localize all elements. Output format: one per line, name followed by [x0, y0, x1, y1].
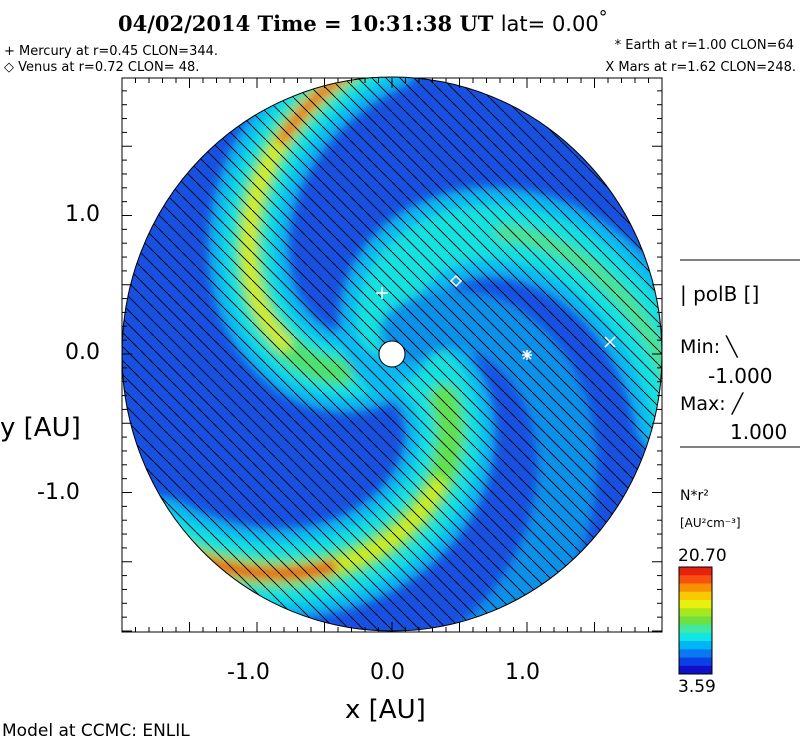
colorbar-max: 20.70 [678, 546, 727, 566]
colorbar-units: [AU²cm⁻³] [680, 516, 741, 530]
colorbar-segment [679, 575, 712, 584]
overlay-max-label: Max: ╱ [680, 393, 744, 415]
overlay-min-label: Min: ╲ [680, 336, 738, 358]
colorbar-segment [679, 665, 712, 675]
colorbar-segment [679, 624, 712, 634]
mars-legend: X Mars at r=1.62 CLON=248. [605, 60, 796, 75]
title-date: 04/02/2014 [118, 11, 251, 36]
colorbar-segment [679, 591, 712, 601]
y-tick-label: 0.0 [65, 340, 100, 365]
y-tick-label: 1.0 [65, 202, 100, 227]
overlay-label-text: polB [] [693, 282, 760, 306]
y-axis-label: y [AU] [0, 413, 81, 443]
mercury-legend: + Mercury at r=0.45 CLON=344. [4, 44, 219, 59]
x-tick-label: -1.0 [227, 660, 270, 685]
colorbar-segment [679, 632, 712, 642]
colorbar-segment [679, 567, 712, 576]
colorbar-frame [678, 566, 713, 675]
colorbar-segment [679, 608, 712, 617]
x-axis-label: x [AU] [345, 695, 426, 725]
title-time: 10:31:38 UT [348, 11, 494, 36]
mercury-marker [376, 287, 388, 299]
venus-marker [449, 274, 463, 288]
title-lat-label: lat= [500, 12, 546, 36]
overlay-max-value: 1.000 [730, 420, 788, 444]
mars-marker [604, 336, 616, 348]
earth-legend: * Earth at r=1.00 CLON=64 [614, 38, 794, 53]
footer-credit: Model at CCMC: ENLIL [2, 721, 190, 741]
colorbar-min: 3.59 [678, 677, 716, 697]
venus-legend: ◇ Venus at r=0.72 CLON= 48. [4, 60, 200, 75]
colorbar-segment [679, 583, 712, 593]
title-time-label: Time = [257, 11, 342, 36]
x-tick-label: 1.0 [505, 660, 540, 685]
plot-title: 04/02/2014 Time = 10:31:38 UT lat= 0.00° [118, 8, 607, 36]
colorbar-segment [679, 616, 712, 626]
overlay-min-value: -1.000 [708, 364, 773, 388]
title-degree: ° [598, 8, 608, 28]
colorbar-segment [679, 641, 712, 650]
colorbar-quantity: N*r² [680, 488, 709, 504]
y-tick-label: -1.0 [37, 480, 80, 505]
sun-marker [378, 340, 406, 368]
title-lat: 0.00 [551, 12, 599, 36]
overlay-max-text: Max: [680, 393, 726, 415]
earth-marker [522, 350, 532, 360]
colorbar-segment [679, 657, 712, 667]
overlay-min-text: Min: [680, 336, 721, 358]
colorbar-segment [679, 599, 712, 609]
overlay-label: | polB [] [680, 282, 760, 306]
colorbar-segment [679, 649, 712, 659]
x-tick-label: 0.0 [370, 660, 405, 685]
